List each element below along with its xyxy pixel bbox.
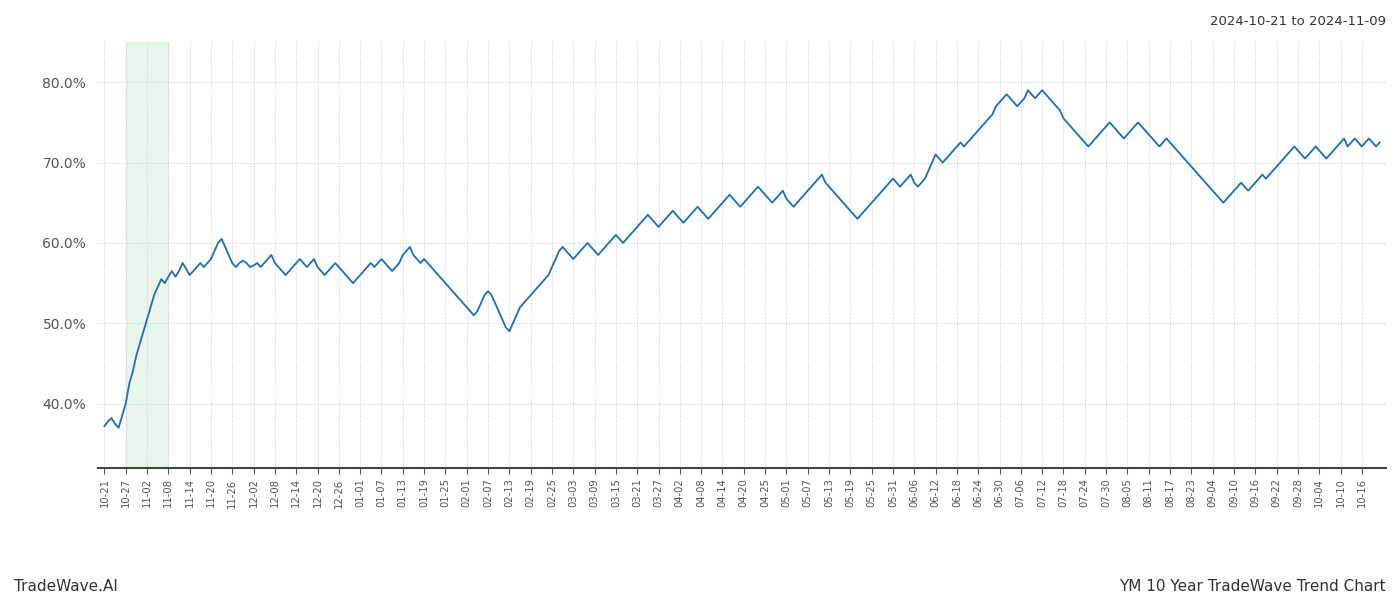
Text: TradeWave.AI: TradeWave.AI — [14, 579, 118, 594]
Bar — [126, 42, 168, 468]
Text: 2024-10-21 to 2024-11-09: 2024-10-21 to 2024-11-09 — [1210, 15, 1386, 28]
Text: YM 10 Year TradeWave Trend Chart: YM 10 Year TradeWave Trend Chart — [1120, 579, 1386, 594]
